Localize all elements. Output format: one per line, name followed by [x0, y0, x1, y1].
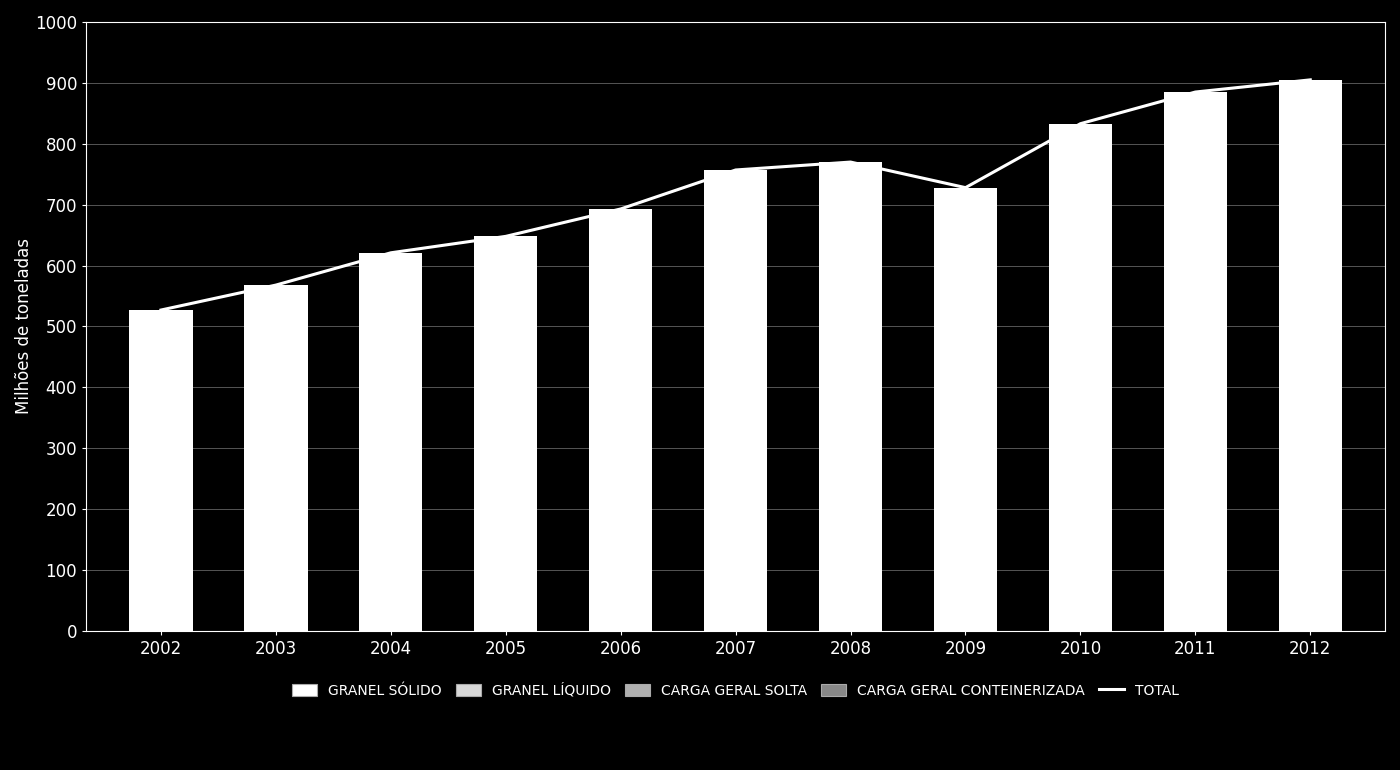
- Bar: [704, 259, 767, 326]
- Bar: [1278, 185, 1343, 266]
- Bar: [934, 275, 997, 339]
- Bar: [1163, 274, 1226, 400]
- Bar: [244, 337, 308, 392]
- Bar: [934, 339, 997, 448]
- Bar: [589, 346, 652, 454]
- Bar: [1049, 413, 1112, 631]
- Bar: [244, 285, 308, 337]
- Bar: [819, 320, 882, 437]
- Bar: [129, 409, 193, 497]
- Bar: [1049, 294, 1112, 413]
- Bar: [1163, 400, 1226, 631]
- Bar: [129, 497, 193, 631]
- Bar: [589, 454, 652, 631]
- Bar: [360, 373, 423, 471]
- Bar: [360, 471, 423, 631]
- Bar: [244, 487, 308, 631]
- Bar: [589, 283, 652, 346]
- Bar: [934, 448, 997, 631]
- Bar: [704, 326, 767, 439]
- Bar: [360, 253, 423, 315]
- Bar: [244, 392, 308, 487]
- Bar: [1049, 224, 1112, 294]
- Bar: [934, 188, 997, 275]
- Bar: [819, 437, 882, 631]
- Bar: [1163, 195, 1226, 274]
- Bar: [475, 236, 538, 302]
- Bar: [704, 170, 767, 259]
- Bar: [1278, 80, 1343, 185]
- Bar: [360, 315, 423, 373]
- Bar: [129, 357, 193, 409]
- Bar: [819, 162, 882, 249]
- Bar: [1163, 92, 1226, 195]
- Bar: [475, 302, 538, 363]
- Bar: [704, 439, 767, 631]
- Bar: [475, 363, 538, 465]
- Bar: [475, 465, 538, 631]
- Y-axis label: Milhões de toneladas: Milhões de toneladas: [15, 239, 34, 414]
- Bar: [1278, 266, 1343, 398]
- Bar: [819, 249, 882, 320]
- Bar: [1049, 124, 1112, 224]
- Legend: GRANEL SÓLIDO, GRANEL LÍQUIDO, CARGA GERAL SOLTA, CARGA GERAL CONTEINERIZADA, TO: GRANEL SÓLIDO, GRANEL LÍQUIDO, CARGA GER…: [287, 678, 1184, 703]
- Bar: [589, 209, 652, 283]
- Bar: [1278, 398, 1343, 631]
- Bar: [129, 310, 193, 357]
